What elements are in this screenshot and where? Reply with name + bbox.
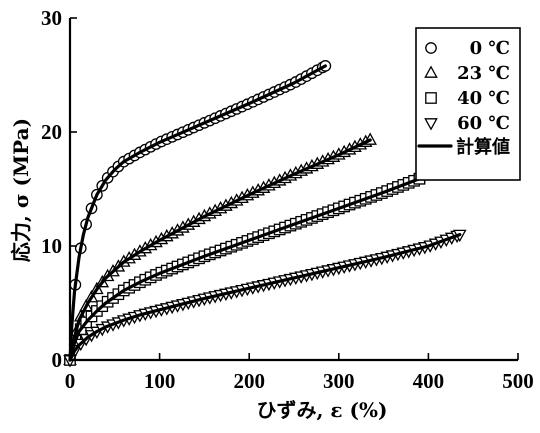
y-tick-label: 10 <box>41 234 62 258</box>
series-3-calculated-line <box>68 177 421 362</box>
x-tick-label: 500 <box>502 369 534 393</box>
y-tick-label: 30 <box>41 6 62 30</box>
legend-marker-series-1 <box>425 42 437 54</box>
legend-marker-series-2 <box>424 65 438 78</box>
x-tick-label: 300 <box>323 369 355 393</box>
series-2-calculated-line <box>68 138 372 362</box>
legend-label-series-1: 0 ℃ <box>470 38 510 59</box>
legend-label-series-2: 23 ℃ <box>457 63 510 84</box>
legend-label-series-3: 40 ℃ <box>457 88 510 109</box>
x-tick-label: 100 <box>144 369 176 393</box>
legend-label-calculated: 計算値 <box>456 136 510 158</box>
legend-marker-series-3 <box>425 92 437 104</box>
x-tick-label: 400 <box>413 369 445 393</box>
series-4-calculated-line <box>68 233 462 362</box>
y-tick-label: 20 <box>41 120 62 144</box>
series-1-markers <box>64 60 332 366</box>
x-tick-label: 200 <box>233 369 265 393</box>
legend-label-series-4: 60 ℃ <box>457 113 510 134</box>
y-tick-label: 0 <box>52 348 63 372</box>
x-axis-ticks: 0 100 200 300 400 500 <box>65 353 534 393</box>
calculated-curves <box>68 64 462 362</box>
x-tick-label: 0 <box>65 369 76 393</box>
series-1-calculated-line <box>68 64 327 362</box>
y-axis-ticks: 0 10 20 30 <box>41 6 77 372</box>
y-axis-title: 応力, σ (MPa) <box>9 118 33 262</box>
legend-marker-series-4 <box>424 118 438 131</box>
x-axis-title: ひずみ, ε (%) <box>257 398 388 422</box>
